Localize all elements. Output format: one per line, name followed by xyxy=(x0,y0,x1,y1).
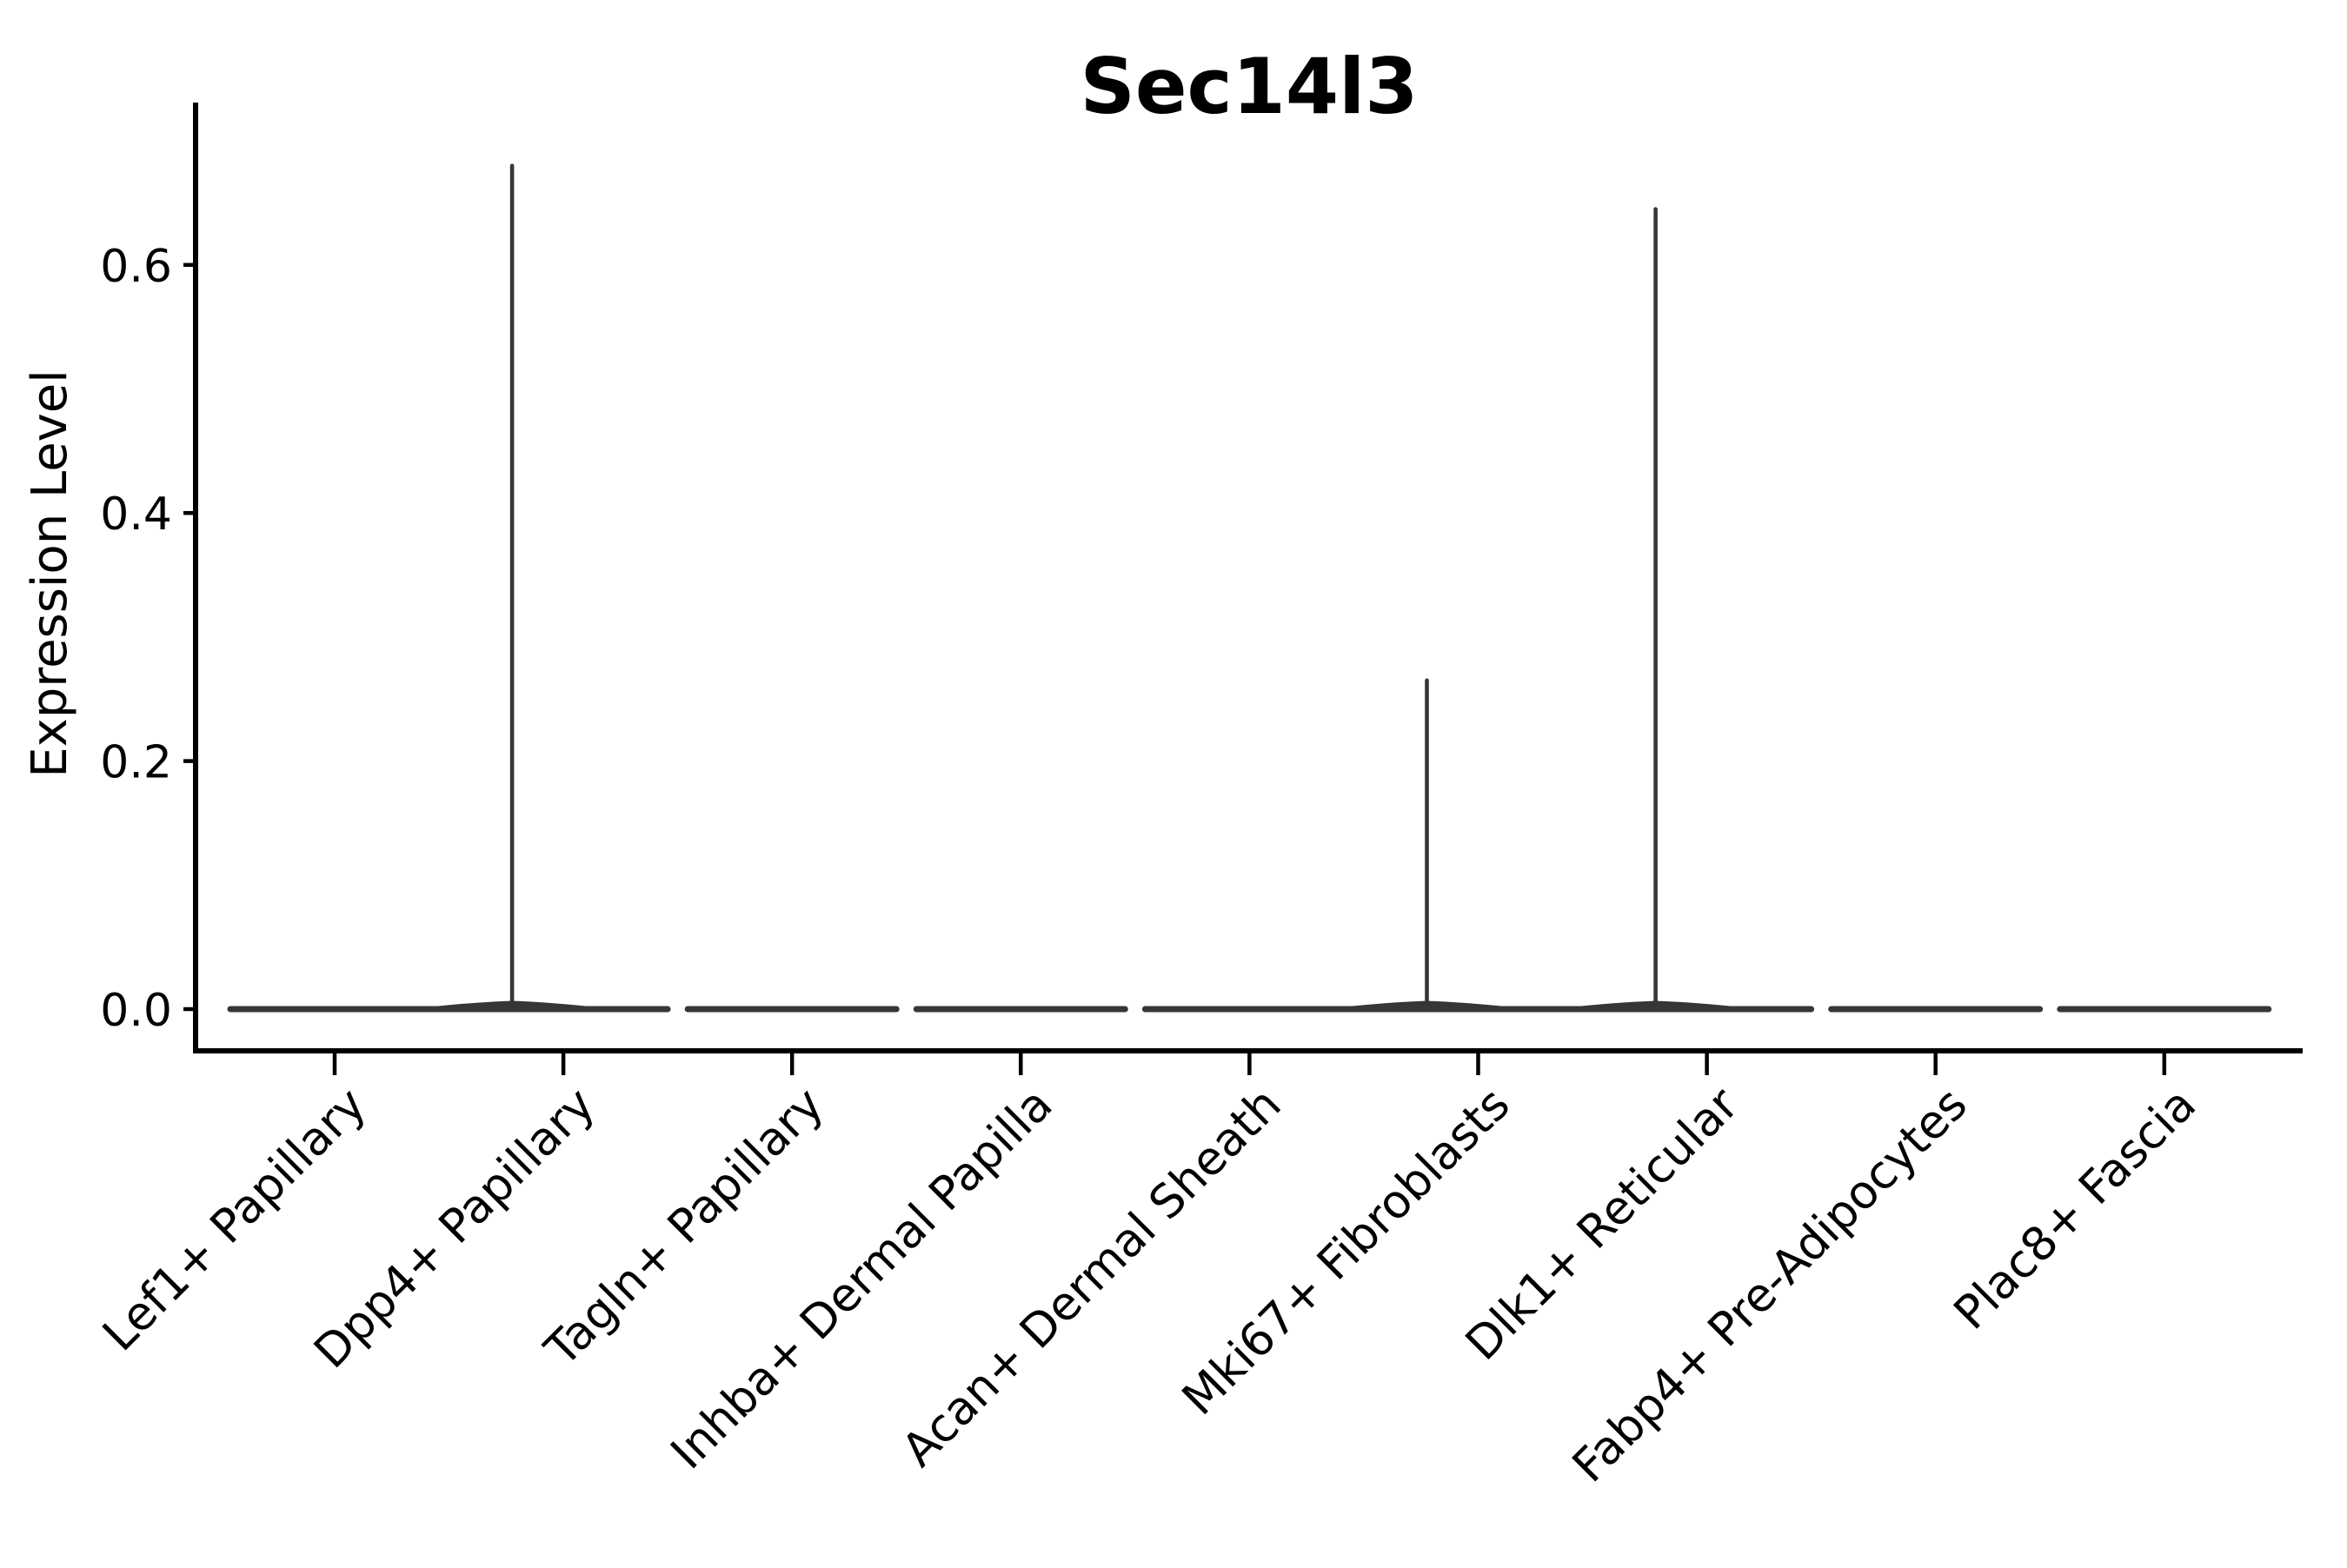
x-tick-label: Acan+ Dermal Sheath xyxy=(892,1078,1291,1477)
y-tick-label: 0.6 xyxy=(100,241,172,293)
x-tick-label-group: Plac8+ Fascia xyxy=(1945,1078,2206,1339)
y-axis-label: Expression Level xyxy=(22,369,78,778)
violin-layer xyxy=(227,163,2272,1013)
x-tick-label: Plac8+ Fascia xyxy=(1945,1078,2206,1339)
x-tick-label: Fabp4+ Pre-Adipocytes xyxy=(1563,1078,1978,1492)
x-tick-label-group: Fabp4+ Pre-Adipocytes xyxy=(1563,1078,1978,1492)
x-tick-label: Inhba+ Dermal Papilla xyxy=(661,1078,1062,1479)
x-tick-label-group: Acan+ Dermal Sheath xyxy=(892,1078,1291,1477)
x-tick-label-group: Inhba+ Dermal Papilla xyxy=(661,1078,1062,1479)
y-tick-label: 0.2 xyxy=(100,737,172,789)
plot-title: Sec14l3 xyxy=(1080,42,1418,131)
y-tick-label: 0.4 xyxy=(100,488,172,541)
y-tick-label: 0.0 xyxy=(100,985,172,1037)
